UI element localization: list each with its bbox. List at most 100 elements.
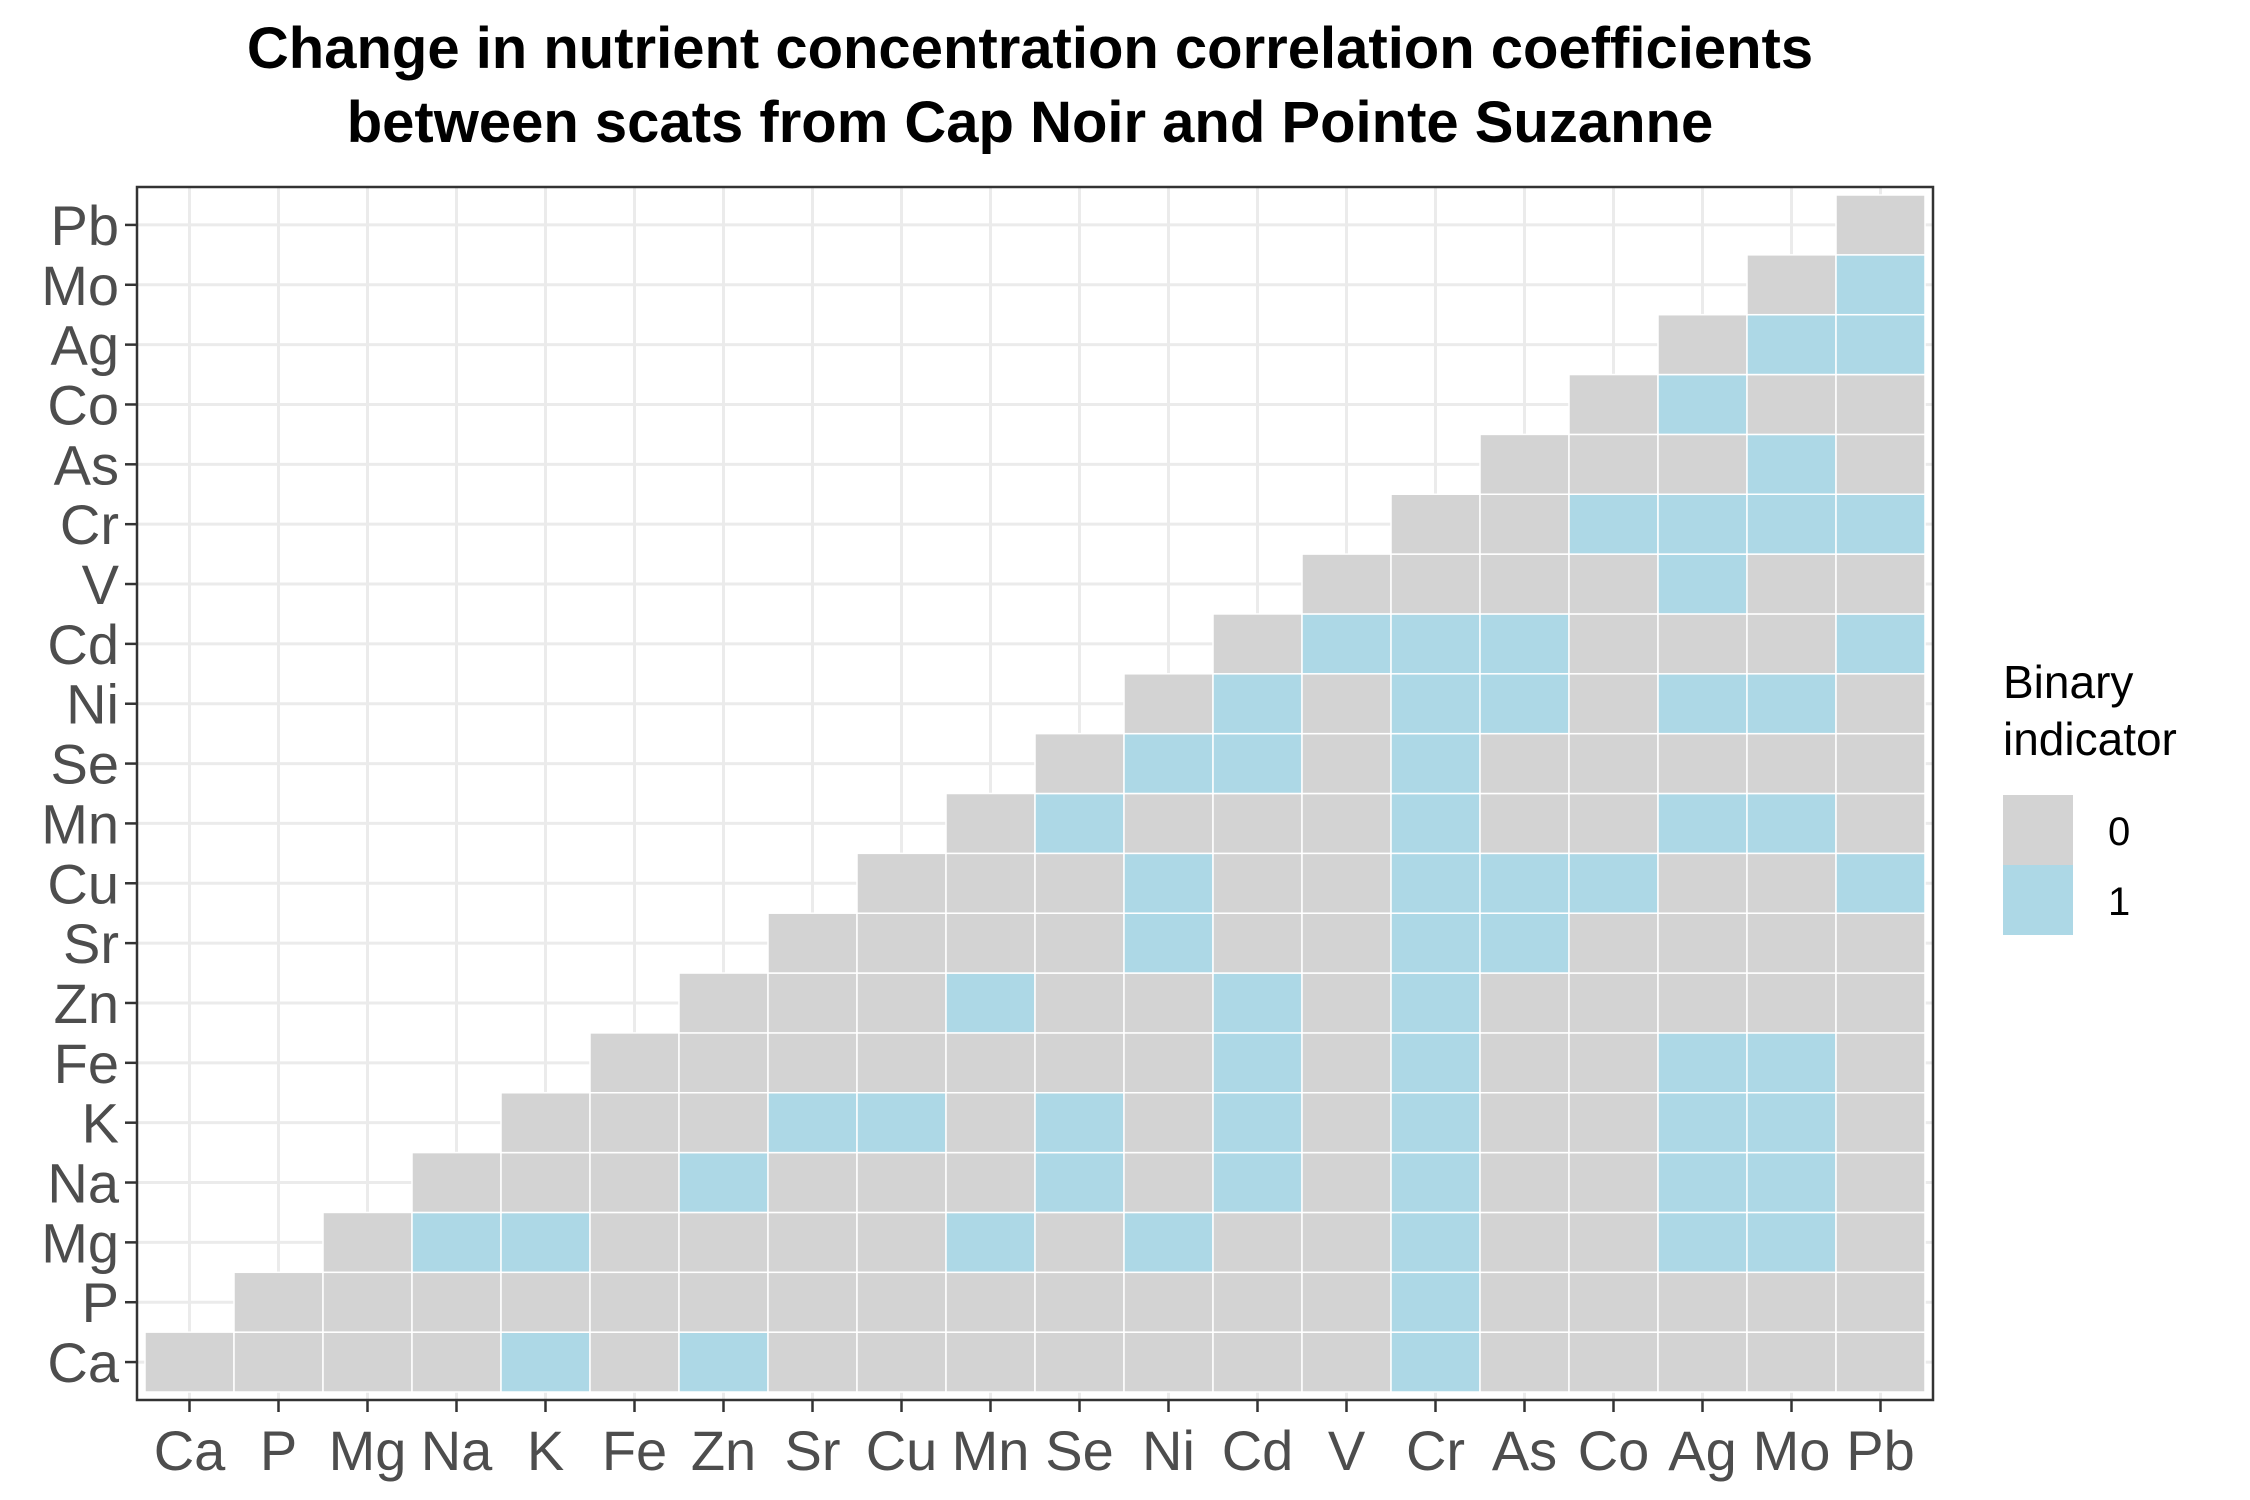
y-tick-label: Mg (41, 1211, 119, 1274)
tile-Mn-Mo (1746, 792, 1837, 855)
tile-Sr-V (1301, 912, 1392, 974)
tile-P-Se (1034, 1271, 1125, 1333)
tile-Se-Mo (1746, 732, 1837, 795)
tile-As-Mo (1746, 433, 1837, 495)
tile-K-Cd (1212, 1092, 1303, 1154)
tile-Cr-Ag (1657, 493, 1748, 555)
tile-Cr-Pb (1835, 493, 1926, 555)
x-tick-label: Ag (1668, 1419, 1737, 1482)
y-tick-label: Pb (51, 194, 120, 257)
tile-Mn-Ag (1657, 792, 1748, 855)
tile-Cd-V (1301, 613, 1392, 675)
tile-V-As (1479, 553, 1570, 615)
tile-K-Ag (1657, 1092, 1748, 1154)
tile-Fe-V (1301, 1032, 1392, 1094)
x-tick-label: Pb (1846, 1419, 1915, 1482)
tile-Cu-V (1301, 852, 1392, 914)
tile-Cu-Ni (1123, 852, 1214, 914)
tile-Ni-Ag (1657, 673, 1748, 735)
tile-Ni-Cr (1390, 673, 1481, 735)
tile-Cd-Mo (1746, 613, 1837, 675)
tile-Mn-Se (1034, 792, 1125, 855)
tile-K-K (500, 1092, 591, 1154)
tile-Mg-Zn (678, 1211, 769, 1274)
tile-K-V (1301, 1092, 1392, 1154)
x-tick-label: Fe (602, 1419, 667, 1482)
tile-Ni-Pb (1835, 673, 1926, 735)
tile-Na-Mn (945, 1151, 1036, 1214)
tile-Fe-Cu (856, 1032, 947, 1094)
tile-Fe-Ni (1123, 1032, 1214, 1094)
tile-Ca-Se (1034, 1331, 1125, 1393)
y-tick-label: Sr (63, 912, 119, 975)
tile-Co-Pb (1835, 373, 1926, 436)
tile-Sr-Cd (1212, 912, 1303, 974)
tile-V-Mo (1746, 553, 1837, 615)
tile-As-Ag (1657, 433, 1748, 495)
tile-Zn-Cd (1212, 972, 1303, 1034)
tile-Ca-P (233, 1331, 324, 1393)
tile-Na-Na (411, 1151, 502, 1214)
tile-Se-Se (1034, 732, 1125, 795)
tile-Fe-Mo (1746, 1032, 1837, 1094)
tile-Sr-Pb (1835, 912, 1926, 974)
tile-Na-Zn (678, 1151, 769, 1214)
tile-Cu-Cu (856, 852, 947, 914)
tile-K-As (1479, 1092, 1570, 1154)
tile-Mg-Cd (1212, 1211, 1303, 1274)
tile-K-Cr (1390, 1092, 1481, 1154)
tile-Fe-Mn (945, 1032, 1036, 1094)
tile-Cu-Mo (1746, 852, 1837, 914)
tile-Ca-V (1301, 1331, 1392, 1393)
y-tick-label: Cu (47, 852, 119, 915)
tile-Cu-Co (1568, 852, 1659, 914)
tile-Na-Cd (1212, 1151, 1303, 1214)
x-tick-label: Mn (952, 1419, 1030, 1482)
tile-V-V (1301, 553, 1392, 615)
y-tick-label: Ag (51, 314, 120, 377)
tile-Cd-Ag (1657, 613, 1748, 675)
y-tick-label: Mo (41, 254, 119, 317)
tile-P-Mn (945, 1271, 1036, 1333)
tile-K-Sr (767, 1092, 858, 1154)
tile-Ni-As (1479, 673, 1570, 735)
tile-Sr-Ag (1657, 912, 1748, 974)
tile-Ni-Ni (1123, 673, 1214, 735)
y-tick-label: V (82, 553, 120, 616)
tile-Mg-Ag (1657, 1211, 1748, 1274)
tile-V-Pb (1835, 553, 1926, 615)
x-tick-label: V (1328, 1419, 1366, 1482)
x-tick-label: Ca (154, 1419, 226, 1482)
tile-V-Ag (1657, 553, 1748, 615)
tile-P-Mo (1746, 1271, 1837, 1333)
legend-label-0: 0 (2108, 810, 2130, 854)
y-tick-label: Co (47, 373, 119, 436)
tile-Cr-Co (1568, 493, 1659, 555)
tile-Zn-Co (1568, 972, 1659, 1034)
tile-Sr-Ni (1123, 912, 1214, 974)
tile-Se-Cr (1390, 732, 1481, 795)
tile-Fe-Sr (767, 1032, 858, 1094)
panel-border (135, 185, 1935, 1402)
tile-Mg-K (500, 1211, 591, 1274)
tile-P-Ni (1123, 1271, 1214, 1333)
tile-P-Pb (1835, 1271, 1926, 1333)
tile-Na-Ag (1657, 1151, 1748, 1214)
x-tick-label: Co (1578, 1419, 1650, 1482)
tile-Mg-Na (411, 1211, 502, 1274)
tile-Zn-Mo (1746, 972, 1837, 1034)
tile-Cr-As (1479, 493, 1570, 555)
tile-Cd-Co (1568, 613, 1659, 675)
tile-Mg-Mn (945, 1211, 1036, 1274)
tile-Se-Cd (1212, 732, 1303, 795)
tile-Mg-Cu (856, 1211, 947, 1274)
tile-Zn-Mn (945, 972, 1036, 1034)
tile-Cu-Mn (945, 852, 1036, 914)
tile-As-Pb (1835, 433, 1926, 495)
tile-Cu-Ag (1657, 852, 1748, 914)
x-tick-label: Mg (329, 1419, 407, 1482)
tile-P-Zn (678, 1271, 769, 1333)
tile-Na-Se (1034, 1151, 1125, 1214)
tile-Mn-Ni (1123, 792, 1214, 855)
tile-Mg-Pb (1835, 1211, 1926, 1274)
